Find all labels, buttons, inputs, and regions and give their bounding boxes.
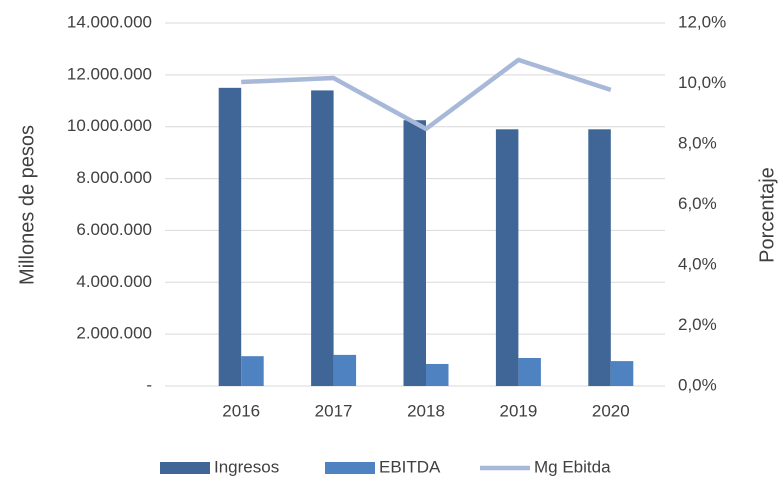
y2-tick-label: 12,0% [678, 12, 726, 31]
bar [588, 129, 611, 387]
x-tick-label: 2019 [499, 401, 537, 420]
bar [333, 354, 357, 386]
y2-tick-label: 0,0% [678, 375, 717, 394]
y2-tick-label: 10,0% [678, 73, 726, 92]
y2-tick-label: 6,0% [678, 194, 717, 213]
bar [518, 357, 541, 386]
bar [218, 87, 242, 387]
legend-swatch [160, 462, 210, 474]
y2-axis-title: Porcentaje [756, 167, 778, 263]
legend-swatch [325, 462, 375, 474]
bar [311, 90, 334, 387]
y2-tick-label: 2,0% [678, 315, 717, 334]
y-tick-label: 10.000.000 [67, 116, 152, 135]
y-tick-label: 2.000.000 [76, 324, 152, 343]
y-tick-label: 12.000.000 [67, 64, 152, 83]
y2-tick-label: 8,0% [678, 133, 717, 152]
bar [426, 363, 449, 386]
y-tick-label: 4.000.000 [76, 272, 152, 291]
bar [610, 361, 634, 386]
y-axis-title: Millones de pesos [16, 125, 38, 285]
y2-tick-label: 4,0% [678, 254, 717, 273]
y-tick-label: 8.000.000 [76, 168, 152, 187]
bar [241, 356, 264, 386]
legend-label: Mg Ebitda [534, 457, 611, 476]
bar [495, 129, 519, 387]
bar [403, 120, 426, 386]
y-tick-label: - [146, 375, 152, 394]
x-tick-label: 2016 [222, 401, 260, 420]
x-tick-label: 2018 [407, 401, 445, 420]
x-tick-label: 2020 [592, 401, 630, 420]
legend-label: Ingresos [214, 457, 279, 476]
y-tick-label: 6.000.000 [76, 220, 152, 239]
y-tick-label: 14.000.000 [67, 12, 152, 31]
line [241, 57, 612, 132]
x-tick-label: 2017 [315, 401, 353, 420]
legend-label: EBITDA [379, 457, 441, 476]
